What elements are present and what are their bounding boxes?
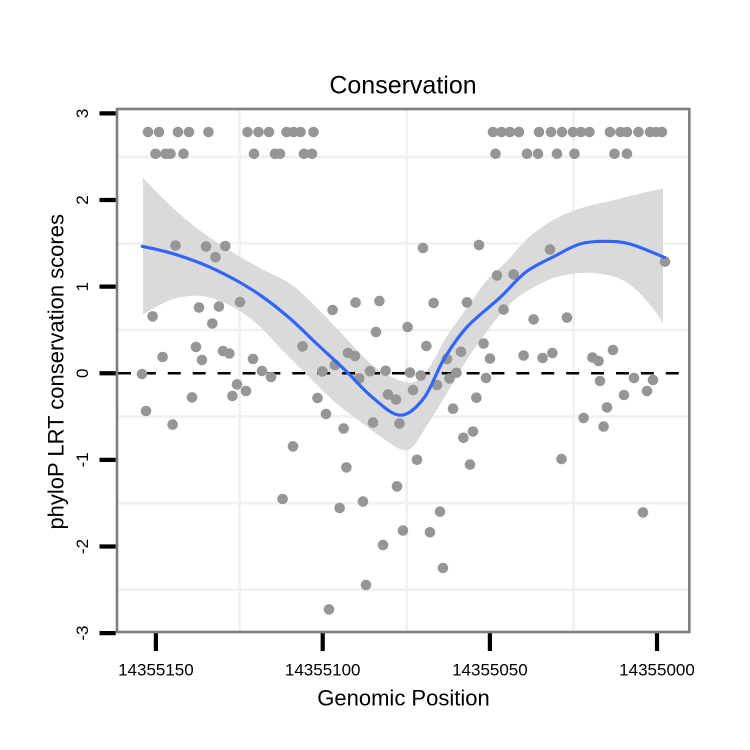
svg-text:Genomic Position: Genomic Position	[317, 686, 489, 711]
svg-text:14355150: 14355150	[118, 661, 194, 680]
svg-text:3: 3	[73, 109, 92, 118]
svg-text:2: 2	[73, 195, 92, 204]
svg-text:1: 1	[73, 282, 92, 291]
svg-text:phyloP LRT conservation scores: phyloP LRT conservation scores	[44, 214, 69, 530]
svg-text:-3: -3	[73, 626, 92, 641]
svg-text:14355050: 14355050	[452, 661, 528, 680]
svg-text:Conservation: Conservation	[329, 72, 476, 100]
svg-text:-2: -2	[73, 539, 92, 554]
svg-text:0: 0	[73, 369, 92, 378]
svg-text:-1: -1	[73, 452, 92, 467]
svg-text:14355000: 14355000	[619, 661, 695, 680]
svg-text:14355100: 14355100	[285, 661, 361, 680]
